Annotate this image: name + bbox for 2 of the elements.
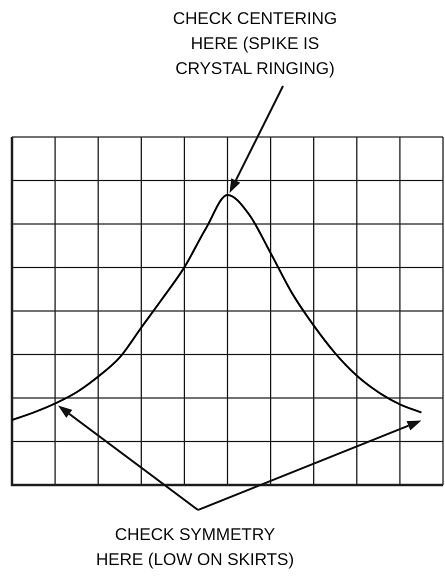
text: CHECK SYMMETRY HERE (LOW ON SKIRTS) bbox=[94, 524, 296, 571]
text: CHECK CENTERING HERE (SPIKE IS CRYSTAL RINGING) bbox=[172, 8, 338, 80]
